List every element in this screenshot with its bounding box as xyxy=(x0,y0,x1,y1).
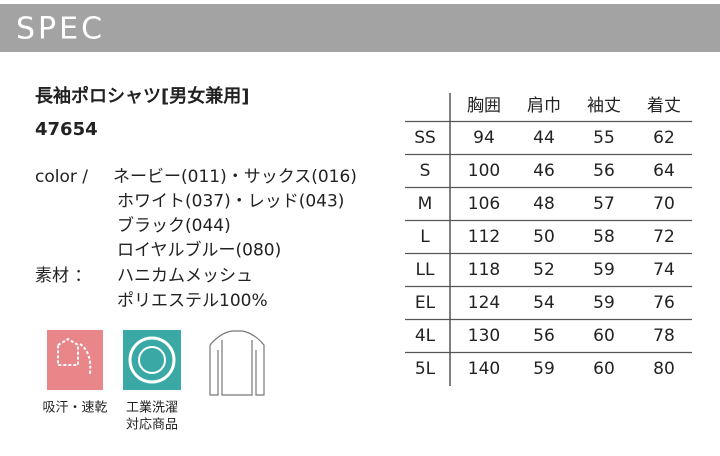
size-label: EL xyxy=(415,293,436,313)
cell-value: 72 xyxy=(653,227,675,247)
product-name: 長袖ポロシャツ[男女兼用] xyxy=(35,85,249,107)
header-title: SPEC xyxy=(16,12,105,47)
cell-value: 44 xyxy=(533,128,555,148)
cell-value: 60 xyxy=(593,326,615,346)
cell-value: 62 xyxy=(653,128,675,148)
cell-value: 56 xyxy=(533,326,555,346)
cell-value: 56 xyxy=(593,161,615,181)
cell-value: 106 xyxy=(468,194,500,214)
header-bar xyxy=(0,4,720,52)
cell-value: 58 xyxy=(593,227,615,247)
icon-wash-art xyxy=(138,346,166,374)
cell-value: 64 xyxy=(653,161,675,181)
icon-sweat-art xyxy=(57,337,92,375)
icon-wash xyxy=(123,330,181,390)
cell-value: 80 xyxy=(653,359,675,379)
cell-value: 100 xyxy=(468,161,500,181)
cell-value: 94 xyxy=(473,128,495,148)
cell-value: 59 xyxy=(593,260,615,280)
cell-value: 70 xyxy=(653,194,675,214)
color-option: ネービー(011)・サックス(016) xyxy=(113,167,357,187)
size-label: 4L xyxy=(415,326,436,346)
cell-value: 59 xyxy=(533,359,555,379)
column-header: 袖丈 xyxy=(587,96,621,116)
material: ハニカムメッシュ xyxy=(117,266,253,286)
icon-sweat xyxy=(47,330,103,390)
cell-value: 55 xyxy=(593,128,615,148)
color-option: ブラック(044) xyxy=(117,215,231,236)
shirt-illustration xyxy=(209,330,265,396)
icon-label: 工業洗濯 xyxy=(126,400,178,416)
size-label: M xyxy=(418,194,433,214)
cell-value: 130 xyxy=(468,326,500,346)
cell-value: 52 xyxy=(533,260,555,280)
material-label: 素材 ： xyxy=(35,266,91,286)
cell-value: 112 xyxy=(468,227,500,247)
cell-value: 57 xyxy=(593,194,615,214)
product-code: 47654 xyxy=(35,119,98,140)
color-option: ロイヤルブルー(080) xyxy=(117,240,281,261)
cell-value: 59 xyxy=(593,293,615,313)
cell-value: 76 xyxy=(653,293,675,313)
icon-wash-art xyxy=(128,336,176,384)
column-header: 肩巾 xyxy=(527,96,561,116)
material: ポリエステル100% xyxy=(117,291,268,311)
column-header: 胸囲 xyxy=(467,96,501,116)
cell-value: 78 xyxy=(653,326,675,346)
cell-value: 50 xyxy=(533,227,555,247)
icon-label: 吸汗・速乾 xyxy=(42,401,107,416)
cell-value: 60 xyxy=(593,359,615,379)
size-label: 5L xyxy=(415,359,436,379)
cell-value: 118 xyxy=(468,260,500,280)
cell-value: 54 xyxy=(533,293,555,313)
cell-value: 74 xyxy=(653,260,675,280)
size-label: LL xyxy=(416,260,435,280)
size-label: S xyxy=(420,161,431,181)
cell-value: 48 xyxy=(533,194,555,214)
cell-value: 140 xyxy=(468,359,500,379)
color-label: color / xyxy=(35,167,88,187)
cell-value: 124 xyxy=(468,293,500,313)
size-label: L xyxy=(420,227,430,247)
column-header: 着丈 xyxy=(647,96,681,116)
size-label: SS xyxy=(414,128,436,148)
color-option: ホワイト(037)・レッド(043) xyxy=(117,192,344,212)
cell-value: 46 xyxy=(533,161,555,181)
icon-label: 対応商品 xyxy=(126,418,178,433)
